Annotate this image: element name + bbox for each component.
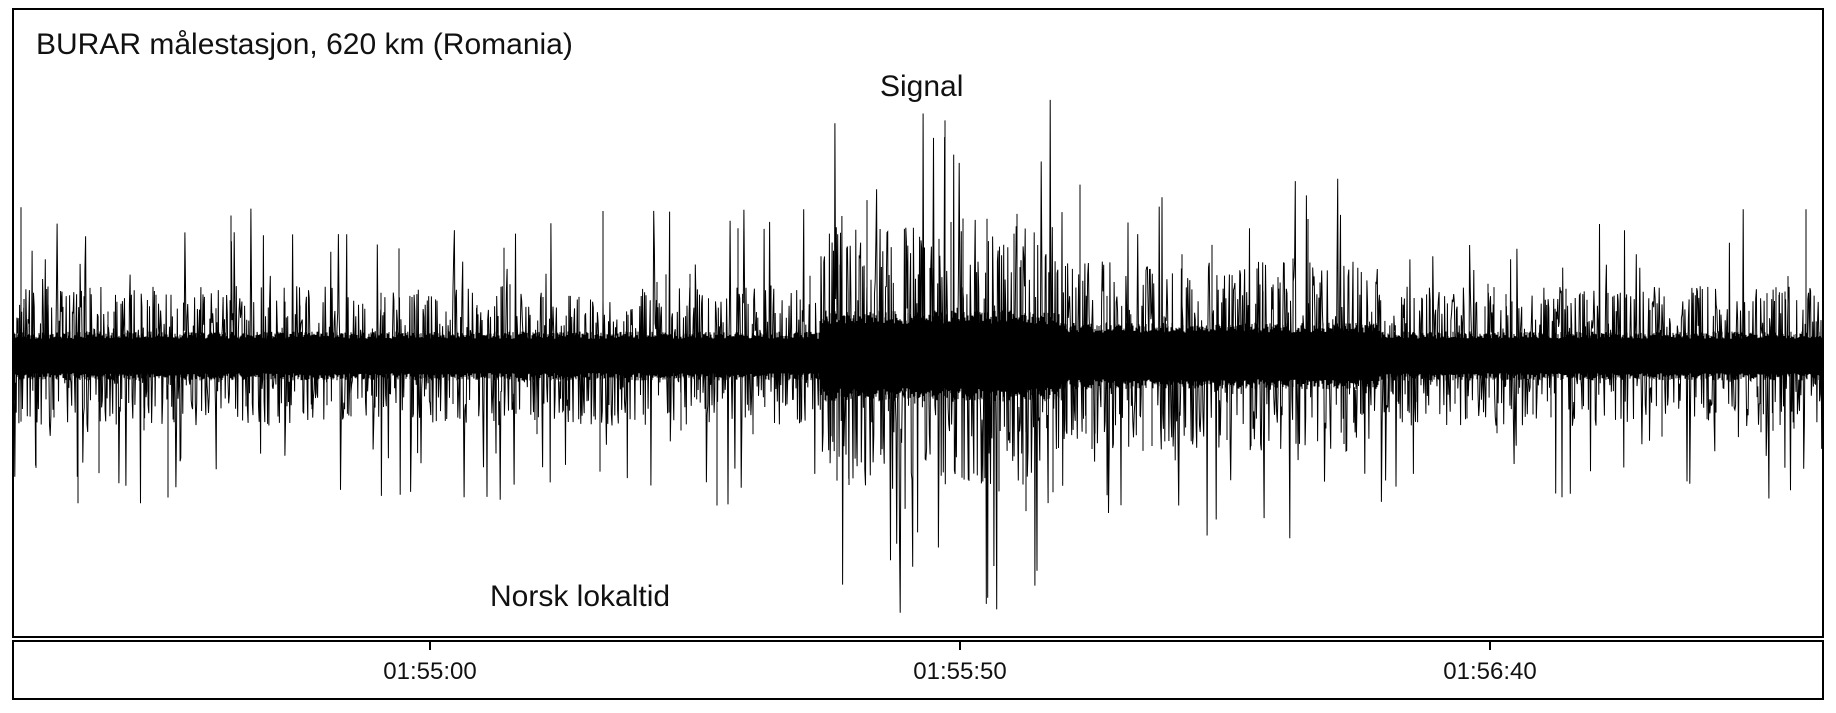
xaxis-tick-label: 01:55:50 [913, 658, 1006, 686]
xaxis-tick-label: 01:55:00 [383, 658, 476, 686]
signal-label: Signal [880, 70, 963, 104]
seismogram-waveform [0, 0, 1836, 713]
xaxis-tick-label: 01:56:40 [1443, 658, 1536, 686]
station-title: BURAR målestasjon, 620 km (Romania) [36, 28, 573, 62]
local-time-label: Norsk lokaltid [490, 580, 670, 614]
seismogram-chart: BURAR målestasjon, 620 km (Romania) Sign… [0, 0, 1836, 713]
xaxis-tick [959, 640, 961, 650]
xaxis-tick [1489, 640, 1491, 650]
xaxis-tick [429, 640, 431, 650]
